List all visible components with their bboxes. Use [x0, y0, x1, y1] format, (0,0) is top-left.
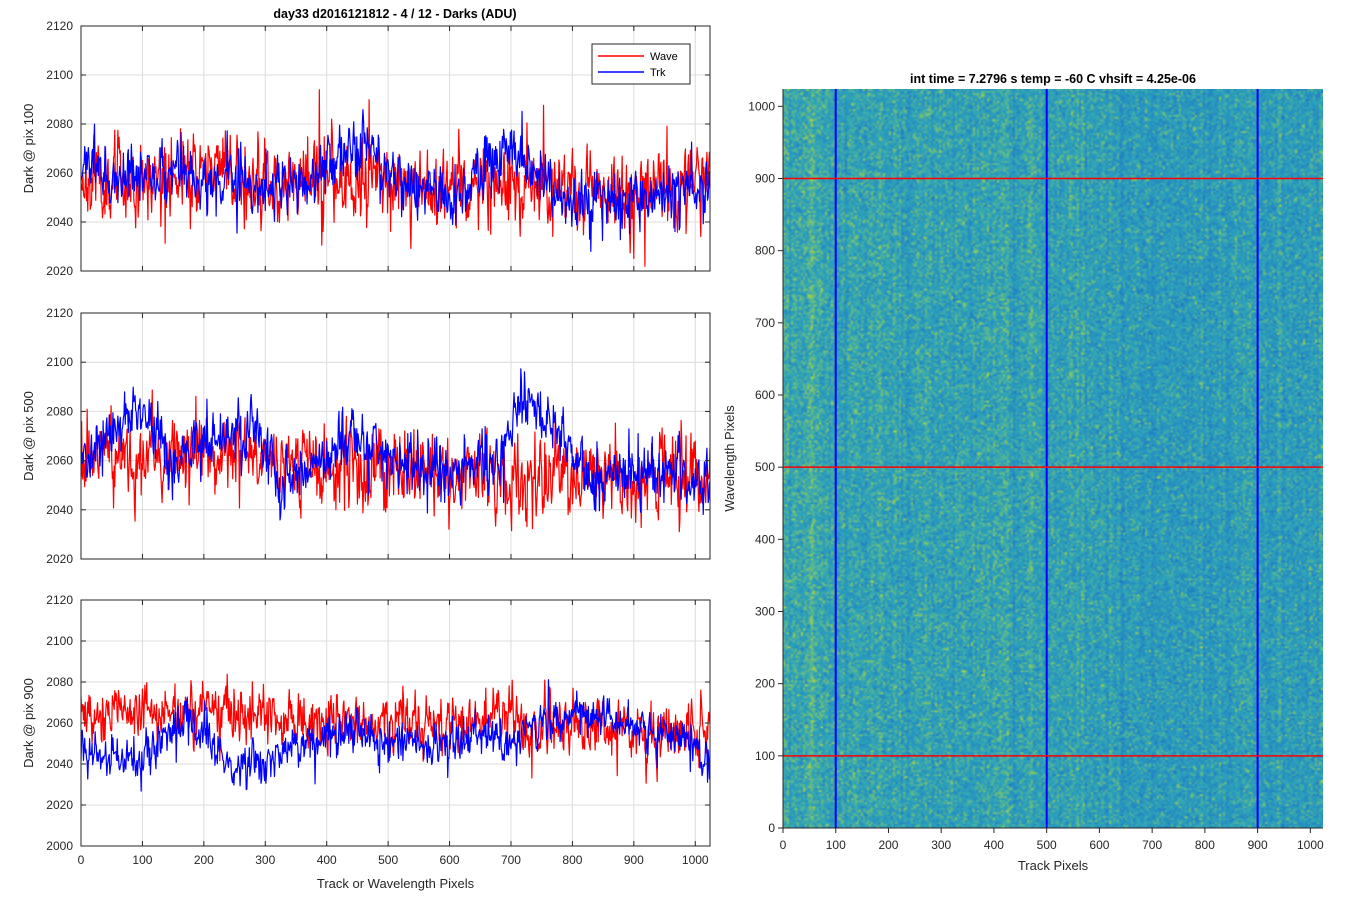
legend-label-wave: Wave: [650, 51, 678, 63]
y-tick-label: 800: [755, 244, 775, 258]
y-tick-label: 2020: [46, 798, 73, 812]
x-tick-label: 900: [1248, 838, 1268, 852]
y-tick-label: 2100: [46, 355, 73, 369]
series-line-wave: [81, 389, 710, 533]
y-tick-label: 2080: [46, 117, 73, 131]
x-tick-label: 600: [440, 853, 460, 867]
axes-box: [80, 312, 711, 560]
series-line-trk: [81, 679, 710, 792]
x-tick-label: 200: [194, 853, 214, 867]
top-left-line-panel: 2020 2040 2060 2080 2100 2120 Dark @ pix 100 Wa…: [21, 19, 711, 278]
x-axis-label: Track Pixels: [1018, 858, 1089, 873]
y-tick-label: 500: [755, 460, 775, 474]
y-tick-label: 400: [755, 532, 775, 546]
y-tick-label: 2100: [46, 634, 73, 648]
legend-box: [591, 43, 691, 85]
y-tick-label: 2060: [46, 454, 73, 468]
axes-box: [80, 25, 711, 272]
y-tick-label: 2040: [46, 757, 73, 771]
x-axis-label: Track or Wavelength Pixels: [317, 876, 475, 891]
legend-label-trk: Trk: [650, 67, 666, 79]
y-axis-label: Dark @ pix 900: [21, 678, 36, 768]
y-tick-label: 2080: [46, 675, 73, 689]
x-tick-label: 600: [1089, 838, 1109, 852]
middle-left-line-panel: 2020 2040 2060 2080 2100 2120 Dark @ pix 500: [21, 306, 711, 566]
x-tick-label: 300: [255, 853, 275, 867]
x-tick-label: 500: [1037, 838, 1057, 852]
heatmap-image: [783, 89, 1323, 828]
y-tick-label: 2060: [46, 716, 73, 730]
x-tick-label: 800: [562, 853, 582, 867]
y-axis-label: Wavelength Pixels: [722, 405, 737, 512]
x-tick-label: 100: [826, 838, 846, 852]
x-tick-label: 500: [378, 853, 398, 867]
heatmap-title: int time = 7.2796 s temp = -60 C vhsift …: [910, 72, 1196, 86]
y-axis-label: Dark @ pix 500: [21, 391, 36, 481]
legend: Wave Trk: [591, 43, 691, 85]
right-heatmap-panel: int time = 7.2796 s temp = -60 C vhsift …: [722, 72, 1324, 873]
x-tick-label: 700: [1142, 838, 1162, 852]
y-tick-label: 2020: [46, 264, 73, 278]
y-tick-label: 600: [755, 388, 775, 402]
axes-lines: [782, 89, 1323, 829]
x-tick-label: 200: [878, 838, 898, 852]
y-tick-label: 2120: [46, 19, 73, 33]
y-tick-label: 700: [755, 316, 775, 330]
x-tick-label: 1000: [682, 853, 709, 867]
bottom-left-line-panel: 0 100 200 300 400 500 600 700 800 900 1000 2000 2020…: [21, 593, 711, 891]
series-line-trk: [81, 109, 710, 252]
x-tick-label: 300: [931, 838, 951, 852]
x-tick-label: 0: [780, 838, 787, 852]
y-tick-label: 2120: [46, 306, 73, 320]
y-tick-label: 1000: [748, 99, 775, 113]
figure-title: day33 d2016121812 - 4 / 12 - Darks (ADU): [273, 7, 516, 21]
x-tick-label: 100: [132, 853, 152, 867]
x-tick-label: 400: [984, 838, 1004, 852]
y-tick-label: 100: [755, 749, 775, 763]
y-tick-label: 2040: [46, 503, 73, 517]
y-tick-label: 2040: [46, 215, 73, 229]
x-tick-label: 800: [1195, 838, 1215, 852]
y-tick-label: 2060: [46, 166, 73, 180]
x-tick-label: 700: [501, 853, 521, 867]
y-tick-label: 300: [755, 604, 775, 618]
x-tick-label: 400: [317, 853, 337, 867]
y-tick-label: 2100: [46, 68, 73, 82]
y-tick-label: 2020: [46, 552, 73, 566]
y-tick-label: 0: [768, 821, 775, 835]
x-tick-label: 0: [78, 853, 85, 867]
y-tick-label: 2080: [46, 404, 73, 418]
y-axis-label: Dark @ pix 100: [21, 104, 36, 194]
series-line-trk: [81, 368, 710, 521]
y-tick-label: 2000: [46, 839, 73, 853]
x-tick-label: 900: [624, 853, 644, 867]
y-tick-label: 2120: [46, 593, 73, 607]
y-tick-label: 900: [755, 171, 775, 185]
y-tick-label: 200: [755, 677, 775, 691]
x-tick-label: 1000: [1297, 838, 1324, 852]
